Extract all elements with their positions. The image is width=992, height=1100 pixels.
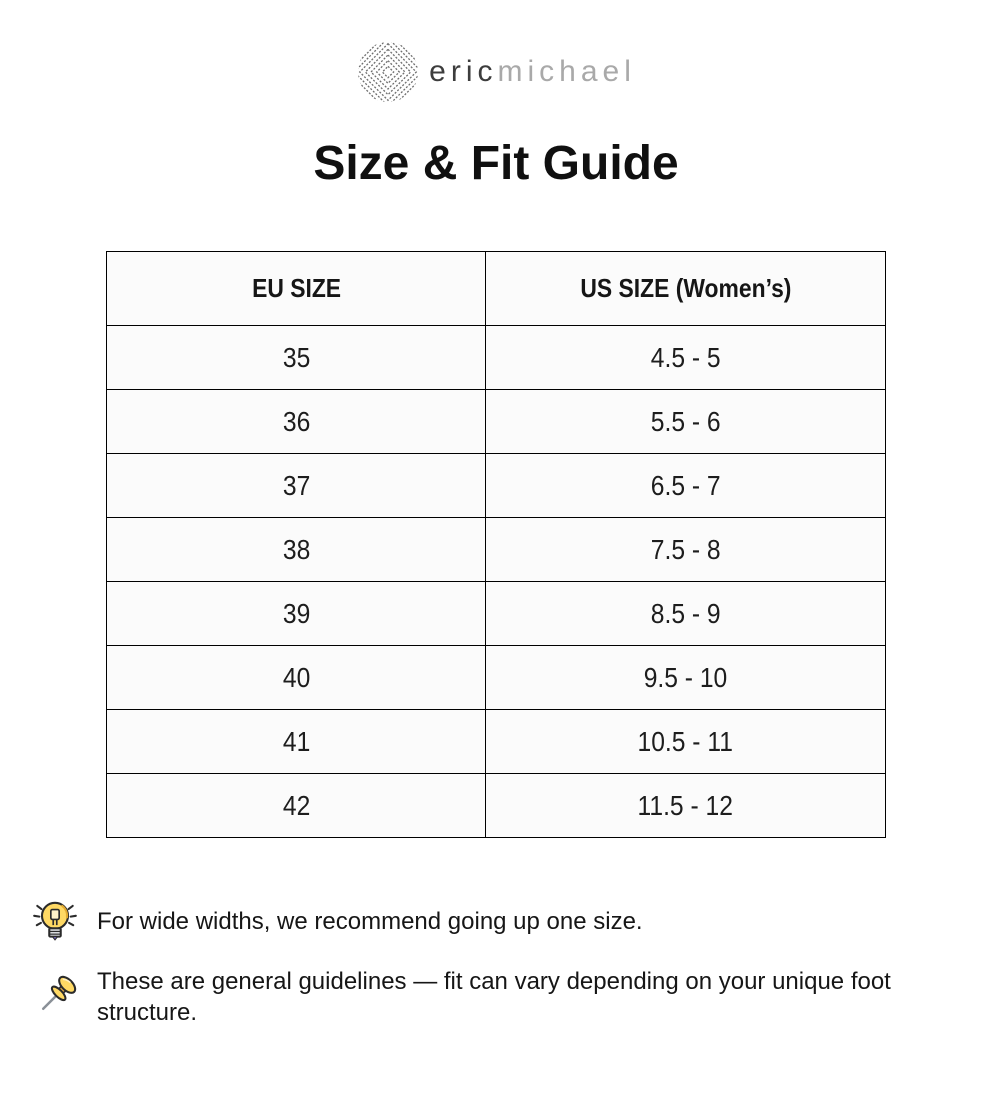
us-size-cell: 10.5 - 11 [485,709,886,775]
table-row: 38 7.5 - 8 [105,517,886,583]
note-text: For wide widths, we recommend going up o… [97,907,643,935]
eu-size-cell: 38 [105,517,487,583]
notes-section: For wide widths, we recommend going up o… [30,896,992,1028]
us-size-cell: 6.5 - 7 [485,453,886,519]
table-row: 40 9.5 - 10 [105,645,886,711]
pushpin-icon [30,972,80,1022]
eu-size-cell: 37 [105,453,487,519]
note-wide-widths: For wide widths, we recommend going up o… [30,896,992,946]
us-size-cell: 9.5 - 10 [485,645,886,711]
brand-name-primary: eric [429,55,498,88]
us-size-cell: 8.5 - 9 [485,581,886,647]
eu-size-cell: 35 [105,325,487,391]
brand-logo: ericmichael [0,0,992,104]
note-guidelines: These are general guidelines — fit can v… [30,966,992,1028]
table-row: 35 4.5 - 5 [105,325,886,391]
lightbulb-icon [30,896,80,946]
col-header-eu-size: EU SIZE [105,251,487,327]
table-row: 39 8.5 - 9 [105,581,886,647]
page-title: Size & Fit Guide [313,137,679,190]
col-header-us-size: US SIZE (Women’s) [485,251,886,327]
eu-size-cell: 39 [105,581,487,647]
table-row: 42 11.5 - 12 [105,773,886,839]
table-row: 41 10.5 - 11 [105,709,886,775]
eu-size-cell: 41 [105,709,487,775]
size-table: EU SIZE US SIZE (Women’s) 35 4.5 - 5 36 … [105,251,886,839]
us-size-cell: 5.5 - 6 [485,389,886,455]
diamond-pattern-icon [356,40,420,104]
us-size-cell: 11.5 - 12 [485,773,886,839]
table-header-row: EU SIZE US SIZE (Women’s) [105,251,886,327]
us-size-cell: 4.5 - 5 [485,325,886,391]
eu-size-cell: 40 [105,645,487,711]
table-row: 37 6.5 - 7 [105,453,886,519]
brand-name: ericmichael [429,55,636,89]
eu-size-cell: 42 [105,773,487,839]
table-row: 36 5.5 - 6 [105,389,886,455]
brand-name-secondary: michael [497,55,636,88]
us-size-cell: 7.5 - 8 [485,517,886,583]
note-text: These are general guidelines — fit can v… [97,968,891,1027]
eu-size-cell: 36 [105,389,487,455]
